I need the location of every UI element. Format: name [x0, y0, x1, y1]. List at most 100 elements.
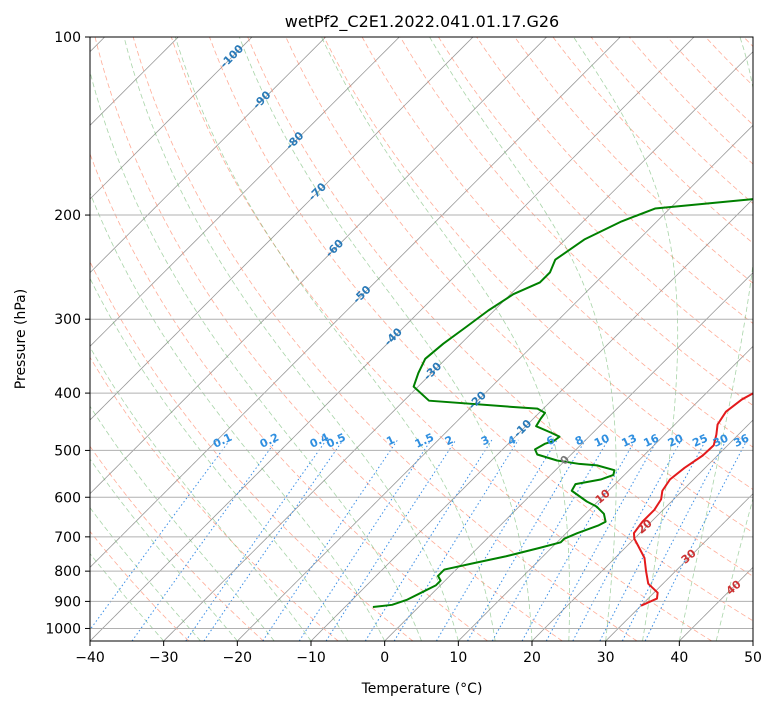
isotherm-line	[90, 37, 400, 347]
y-axis-title: Pressure (hPa)	[13, 289, 29, 389]
isotherm-line	[90, 37, 179, 126]
x-tick-label: 40	[670, 650, 688, 666]
x-tick-label: −20	[223, 650, 253, 666]
mixing-ratio-label: 10	[592, 431, 612, 449]
moist-adiabat-line	[429, 37, 617, 641]
moist-adiabat-line	[573, 37, 679, 641]
moist-adiabat-line	[90, 191, 386, 641]
sounding-traces	[372, 198, 753, 609]
dry-adiabat-line	[94, 37, 563, 641]
mixing-ratio-line	[393, 439, 519, 641]
y-tick-label: 300	[54, 312, 81, 328]
isotherm-line	[458, 345, 753, 641]
mixing-ratio-line	[364, 439, 493, 641]
mixing-ratio-line	[185, 439, 327, 641]
isotherm-line	[531, 419, 753, 641]
dry-adiabat-label: 20	[635, 516, 655, 536]
dry-adiabat-line	[399, 37, 753, 406]
mixing-ratio-line	[621, 439, 727, 641]
x-tick-label: 20	[523, 650, 541, 666]
dry-adiabat-line	[170, 37, 712, 641]
isotherm-line	[310, 198, 753, 641]
mixing-ratio-line	[90, 439, 231, 631]
x-tick-label: 10	[449, 650, 467, 666]
moist-adiabat-line	[90, 458, 238, 641]
mixing-ratio-label: 20	[666, 431, 686, 449]
moist-adiabat-line	[715, 497, 753, 641]
mixing-ratio-line	[572, 439, 682, 641]
mixing-ratio-line	[521, 439, 636, 641]
mixing-ratio-line	[435, 439, 558, 641]
isotherm-line	[90, 37, 548, 495]
y-tick-label: 400	[54, 386, 81, 402]
mixing-ratio-line	[491, 439, 609, 641]
moist-adiabat-line	[174, 37, 496, 641]
x-tick-label: −30	[149, 650, 179, 666]
dry-adiabat-line	[209, 37, 753, 622]
isotherm-line	[0, 10, 58, 641]
mixing-ratio-label: 16	[642, 431, 662, 449]
dry-adiabat-line	[90, 445, 264, 641]
dry-adiabat-line	[90, 530, 190, 641]
mixing-ratio-label: 13	[620, 432, 639, 450]
isotherm-label: -100	[218, 42, 247, 71]
moist-adiabat-line	[238, 37, 533, 641]
isotherm-label: -70	[306, 180, 329, 203]
x-tick-label: 30	[597, 650, 615, 666]
dewpoint-trace	[372, 198, 753, 609]
mixing-ratio-line	[325, 439, 457, 641]
isotherm-line	[752, 640, 753, 641]
dry-adiabat-label: 40	[724, 577, 744, 597]
isotherm-label: -40	[382, 325, 405, 348]
isobar-gridlines	[90, 37, 753, 629]
isotherm-line	[163, 51, 753, 641]
moist-adiabat-line	[90, 277, 349, 641]
dry-adiabat-line	[743, 37, 753, 48]
x-axis: −40 −30 −20 −10 0 10 20 30 40 50	[75, 641, 762, 666]
x-axis-title: Temperature (°C)	[361, 681, 483, 697]
isotherm-line	[90, 37, 695, 641]
dry-adiabat-line	[361, 37, 753, 448]
dry-adiabat-line	[323, 37, 753, 491]
background-lines	[0, 10, 775, 641]
plot-frame	[89, 36, 754, 642]
mixing-ratio-label: 1	[384, 433, 396, 448]
y-tick-label: 700	[54, 530, 81, 546]
mixing-ratio-label: 8	[573, 433, 585, 448]
x-tick-label: 0	[380, 650, 389, 666]
y-tick-label: 1000	[45, 621, 81, 637]
dry-adiabat-line	[476, 37, 753, 324]
dry-adiabat-label: 30	[679, 546, 699, 566]
moist-adiabat-line	[678, 37, 753, 641]
dry-adiabat-line	[628, 37, 753, 165]
mixing-ratio-label: 1.5	[413, 431, 436, 451]
mixing-ratio-line	[131, 439, 278, 641]
dry-adiabat-line	[552, 37, 753, 244]
isotherm-line	[679, 566, 753, 641]
y-tick-label: 600	[54, 490, 81, 506]
mixing-ratio-line	[467, 439, 586, 641]
y-tick-label: 800	[54, 564, 81, 580]
dry-adiabat-line	[247, 37, 753, 577]
y-tick-label: 500	[54, 443, 81, 459]
moist-adiabat-line	[321, 37, 570, 641]
isotherm-line	[605, 493, 753, 641]
dry-adiabat-line	[90, 356, 339, 641]
mixing-ratio-label: 0.5	[325, 431, 348, 451]
isotherm-line	[90, 37, 327, 274]
dry-adiabat-line	[90, 152, 488, 641]
isotherm-label: 0	[558, 453, 573, 468]
isotherm-line	[90, 37, 253, 200]
moist-adiabat-line	[90, 346, 312, 641]
moist-adiabat-line	[90, 507, 201, 641]
mixing-ratio-line	[298, 439, 432, 641]
mixing-ratio-label: 30	[711, 431, 731, 449]
dry-adiabat-line	[755, 10, 775, 641]
isotherm-line	[237, 124, 753, 641]
y-tick-label: 200	[54, 208, 81, 224]
mixing-ratio-label: 0.2	[258, 431, 281, 451]
moist-adiabat-line	[90, 405, 275, 641]
isotherm-label: -10	[511, 417, 534, 440]
mixing-ratio-line	[644, 439, 748, 641]
x-tick-label: 50	[744, 650, 762, 666]
